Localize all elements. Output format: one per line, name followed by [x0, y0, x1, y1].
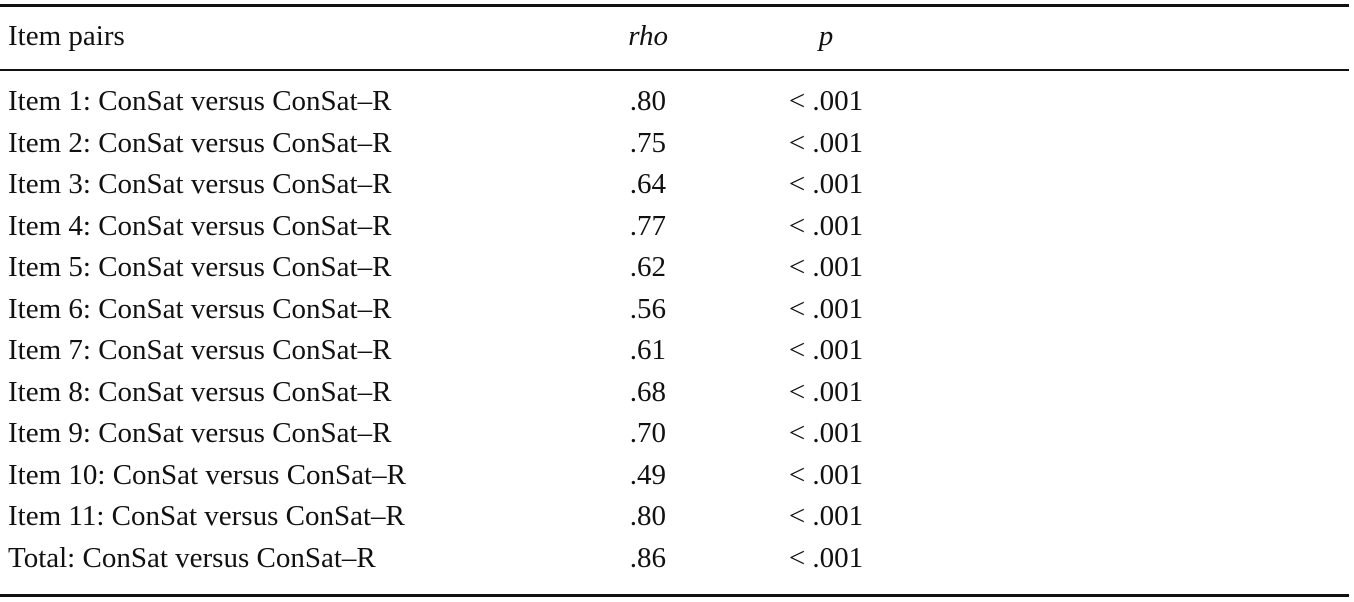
table-cell: < .001: [788, 168, 864, 200]
table-cell: Item 8: ConSat versus ConSat–R: [8, 375, 392, 408]
table-cell: Item 10: ConSat versus ConSat–R: [8, 458, 406, 491]
header-rule: [0, 69, 1349, 71]
table-cell: Total: ConSat versus ConSat–R: [8, 541, 376, 574]
table-cell: .56: [629, 292, 666, 325]
table-cell: < .001: [788, 126, 864, 159]
table-cell: < .001: [788, 458, 864, 491]
table-cell: < .001: [788, 209, 864, 242]
table-cell: < .001: [788, 541, 864, 574]
table-cell: .61: [629, 334, 666, 366]
table-cell: Item 11: ConSat versus ConSat–R: [8, 500, 405, 532]
header-cell: p: [818, 20, 834, 52]
top-rule: [0, 4, 1349, 7]
table-cell: .64: [629, 168, 666, 200]
table-cell: Item 2: ConSat versus ConSat–R: [8, 126, 392, 159]
table-cell: .62: [629, 251, 666, 283]
table-cell: .49: [629, 458, 666, 491]
table-cell: .80: [629, 85, 666, 117]
bottom-rule: [0, 594, 1349, 597]
table-cell: < .001: [788, 417, 864, 449]
table-cell: Item 4: ConSat versus ConSat–R: [8, 209, 392, 242]
table-cell: Item 3: ConSat versus ConSat–R: [8, 168, 392, 200]
table-cell: .68: [629, 375, 666, 408]
table-cell: < .001: [788, 375, 864, 408]
table-cell: < .001: [788, 292, 864, 325]
table-cell: .77: [629, 209, 666, 242]
table-cell: < .001: [788, 334, 864, 366]
header-cell: rho: [628, 20, 668, 52]
table-cell: < .001: [788, 500, 864, 532]
table-cell: Item 7: ConSat versus ConSat–R: [8, 334, 392, 366]
table-cell: .80: [629, 500, 666, 532]
table-cell: .86: [629, 541, 666, 574]
table-cell: Item 5: ConSat versus ConSat–R: [8, 251, 392, 283]
table-cell: Item 9: ConSat versus ConSat–R: [8, 417, 392, 449]
table-cell: < .001: [788, 251, 864, 283]
table-cell: Item 6: ConSat versus ConSat–R: [8, 292, 392, 325]
table-cell: .70: [629, 417, 666, 449]
table-cell: Item 1: ConSat versus ConSat–R: [8, 85, 392, 117]
table-cell: .75: [629, 126, 666, 159]
table-cell: < .001: [788, 85, 864, 117]
header-cell: Item pairs: [8, 20, 125, 52]
